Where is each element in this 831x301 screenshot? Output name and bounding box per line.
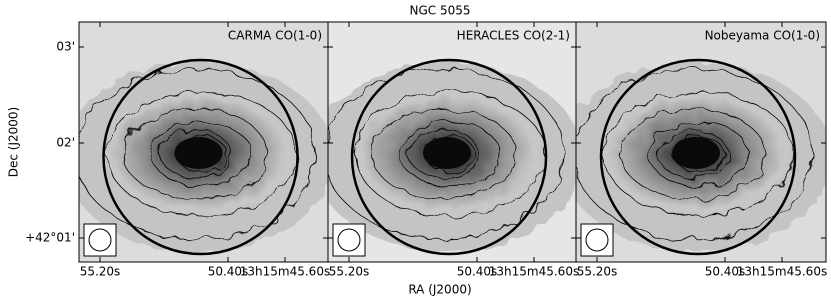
- contour: [371, 108, 517, 200]
- x-tick-label: 50.40s: [705, 265, 746, 279]
- core: [174, 137, 223, 169]
- x-tick-label: 13h15m45.60s: [240, 265, 330, 279]
- panel-label: CARMA CO(1-0): [228, 29, 322, 43]
- contour: [123, 108, 268, 200]
- y-tick-label: 02': [56, 136, 75, 150]
- panel-label: HERACLES CO(2-1): [457, 29, 570, 43]
- panel-label: Nobeyama CO(1-0): [705, 29, 820, 43]
- field-of-view: [350, 58, 548, 256]
- panel-frame: [575, 21, 827, 263]
- field-of-view: [102, 58, 299, 256]
- contour: [657, 129, 729, 179]
- map: [576, 22, 826, 262]
- x-tick-label: 13h15m45.60s: [489, 265, 579, 279]
- beam: [88, 228, 112, 252]
- x-axis-label: RA (J2000): [408, 283, 471, 297]
- contour: [79, 68, 316, 240]
- figure-title: NGC 5055: [409, 4, 470, 18]
- field-of-view: [599, 58, 797, 256]
- contour: [328, 68, 565, 240]
- contour: [160, 129, 231, 179]
- x-tick-label: 55.20s: [329, 265, 370, 279]
- y-tick-label: +42°01': [25, 231, 75, 245]
- core: [423, 137, 472, 169]
- y-tick-label: 03': [56, 40, 75, 54]
- contour: [399, 121, 501, 187]
- contour: [151, 121, 252, 187]
- x-tick-label: 13h15m45.60s: [737, 265, 827, 279]
- contour: [576, 68, 814, 240]
- beam: [585, 228, 609, 252]
- contour: [648, 121, 750, 187]
- map: [328, 22, 576, 262]
- x-tick-label: 50.40s: [208, 265, 249, 279]
- contour: [620, 108, 766, 200]
- x-tick-label: 50.40s: [457, 265, 498, 279]
- contour: [408, 129, 480, 179]
- beam: [337, 228, 361, 252]
- map: [79, 22, 328, 262]
- y-axis-label: Dec (J2000): [7, 107, 21, 177]
- x-tick-label: 55.20s: [80, 265, 121, 279]
- core: [672, 137, 720, 169]
- x-tick-label: 55.20s: [577, 265, 618, 279]
